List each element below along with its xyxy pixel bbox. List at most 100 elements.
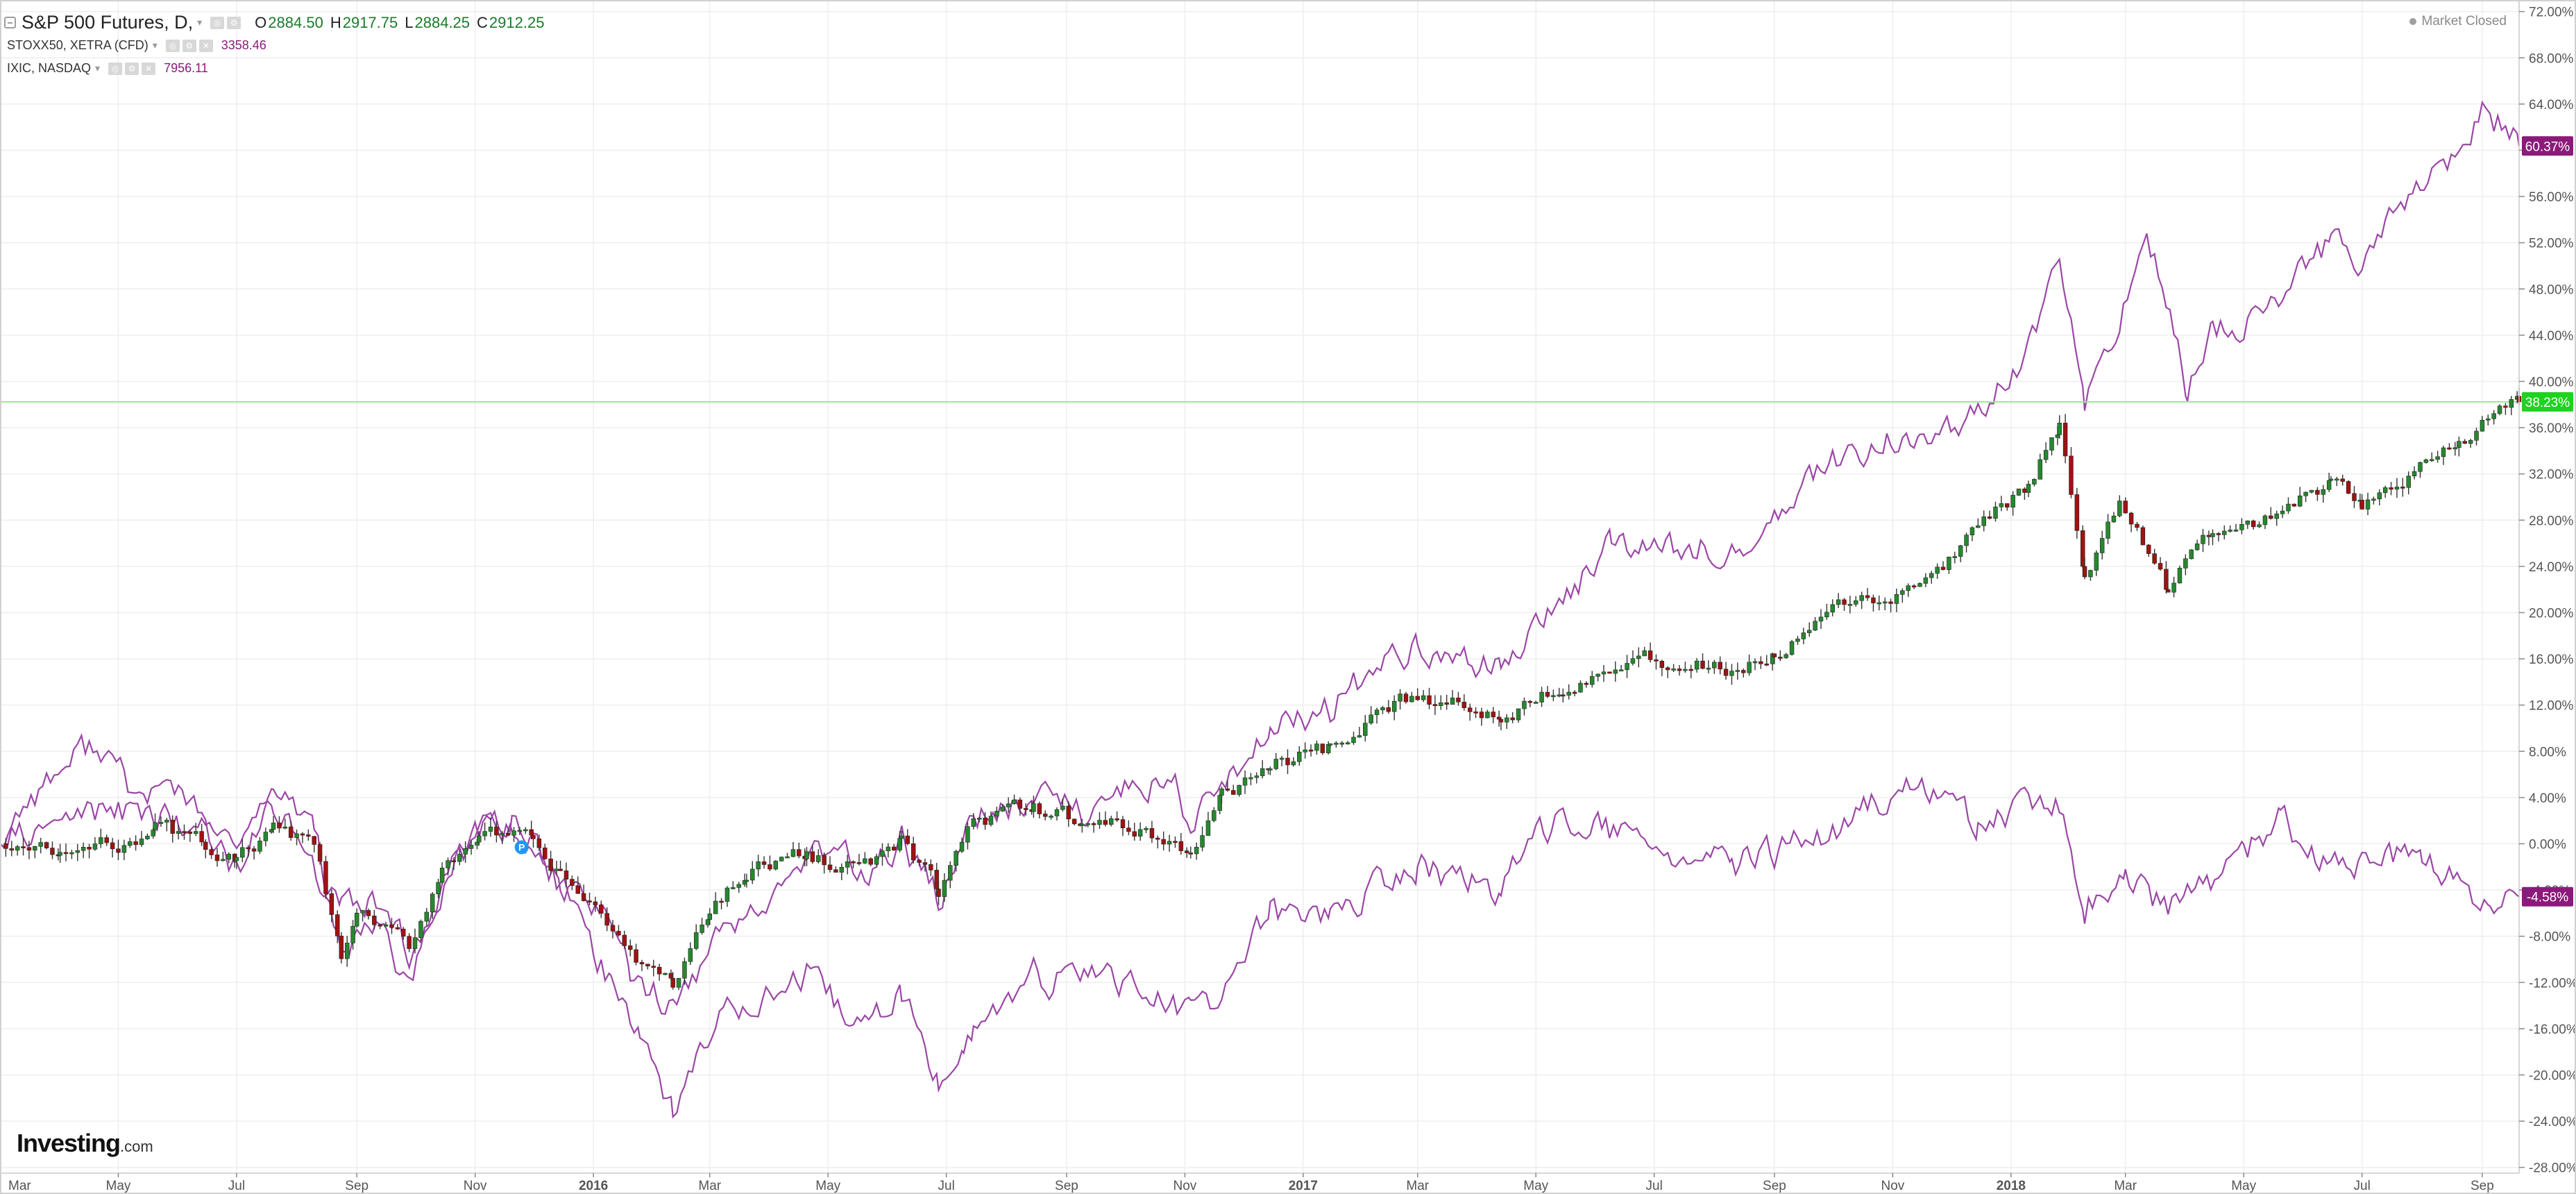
chevron-down-icon[interactable]: ▾ <box>152 40 158 51</box>
market-status-label: Market Closed <box>2421 14 2507 28</box>
remove-series-icon[interactable]: ✕ <box>198 39 213 52</box>
chevron-down-icon[interactable]: ▾ <box>197 17 203 28</box>
candle-body <box>1273 759 1278 769</box>
candle-body <box>1935 566 1940 574</box>
candle-body <box>2400 487 2405 489</box>
candle-body <box>948 865 953 881</box>
candle-body <box>1308 749 1314 752</box>
candle-body <box>1929 573 1934 578</box>
candle-body <box>2022 488 2027 493</box>
candle-body <box>1952 556 1958 558</box>
candle-body <box>1683 669 1688 671</box>
candle-body <box>1533 702 1539 704</box>
settings-icon[interactable]: ⚙ <box>227 16 242 29</box>
x-tick-label: Nov <box>464 1179 487 1193</box>
candle-body <box>282 826 288 829</box>
candle-body <box>203 841 208 850</box>
x-tick-label: May <box>106 1179 131 1193</box>
candle-body <box>1303 749 1307 752</box>
candle-body <box>1801 632 1806 639</box>
hide-series-icon[interactable]: ◎ <box>210 16 225 29</box>
x-tick-label: Mar <box>8 1179 31 1193</box>
y-tick-label: 0.00% <box>2529 837 2566 852</box>
candle-body <box>1205 820 1211 836</box>
candle-body <box>1900 590 1905 595</box>
candle-body <box>1328 743 1333 746</box>
candle-body <box>1006 803 1011 807</box>
candle-body <box>2016 488 2022 496</box>
candle-body <box>1947 557 1951 570</box>
candle-body <box>2346 481 2351 494</box>
candle-body <box>366 910 371 916</box>
candle-body <box>199 831 204 843</box>
hide-series-icon[interactable]: ◎ <box>165 39 180 52</box>
candle-body <box>389 924 394 928</box>
candle-body <box>151 830 155 836</box>
candle-body <box>1091 823 1096 825</box>
candle-body <box>33 846 37 851</box>
candle-body <box>1551 695 1556 698</box>
candle-body <box>2474 430 2479 441</box>
y-tick-label: 12.00% <box>2529 699 2574 714</box>
candle-body <box>2216 533 2221 535</box>
overlay-symbol-stoxx[interactable]: STOXX50, XETRA (CFD) <box>7 38 149 52</box>
candle-body <box>1334 743 1339 745</box>
candle-body <box>886 846 891 851</box>
candle-body <box>1285 757 1290 766</box>
hide-series-icon[interactable]: ◎ <box>108 62 123 75</box>
candle-body <box>983 818 988 825</box>
candle-body <box>1595 673 1600 677</box>
remove-series-icon[interactable]: ✕ <box>142 62 156 75</box>
candle-body <box>1561 694 1566 697</box>
candle-body <box>622 934 627 946</box>
candle-body <box>1439 702 1443 706</box>
settings-icon[interactable]: ⚙ <box>125 62 139 75</box>
status-dot-icon <box>2409 18 2416 25</box>
candle-body <box>2286 503 2291 512</box>
event-marker-icon[interactable] <box>514 840 529 855</box>
candle-body <box>2509 399 2514 408</box>
candle-body <box>827 864 833 871</box>
overlay-symbol-ixic[interactable]: IXIC, NASDAQ <box>7 61 92 75</box>
candle-body <box>1854 600 1858 605</box>
open-label: O <box>255 13 267 31</box>
candle-body <box>797 849 802 857</box>
candle-body <box>822 855 827 866</box>
candle-body <box>44 842 49 848</box>
candle-body <box>1642 650 1647 657</box>
settings-icon[interactable]: ⚙ <box>182 39 196 52</box>
candle-body <box>2128 512 2134 525</box>
candle-body <box>910 843 916 861</box>
candle-body <box>934 870 939 889</box>
y-tick-label: 72.00% <box>2529 6 2574 20</box>
candle-body <box>1694 660 1700 670</box>
candle-body <box>1647 650 1653 660</box>
candle-body <box>164 820 169 823</box>
candle-body <box>1097 820 1102 825</box>
main-symbol-label[interactable]: S&P 500 Futures, D, <box>22 12 194 33</box>
candle-body <box>688 948 693 962</box>
candle-body <box>1783 654 1788 658</box>
candle-body <box>2049 437 2054 451</box>
candle-body <box>1060 805 1065 810</box>
candle-body <box>2228 530 2232 532</box>
candle-body <box>1444 702 1449 705</box>
candle-body <box>2315 489 2320 495</box>
candle-body <box>897 838 902 850</box>
candle-body <box>899 835 904 839</box>
candle-body <box>476 835 482 843</box>
candle-body <box>2406 476 2411 488</box>
candle-body <box>323 861 328 894</box>
candle-body <box>344 943 350 959</box>
chevron-down-icon[interactable]: ▾ <box>95 62 101 74</box>
collapse-legend-icon[interactable] <box>4 17 16 28</box>
candle-body <box>1578 682 1583 693</box>
candle-body <box>170 820 175 834</box>
y-tick-label: 24.00% <box>2529 560 2574 575</box>
candle-body <box>1824 612 1829 618</box>
candle-body <box>1625 663 1629 671</box>
candle-body <box>1969 527 1975 535</box>
candle-body <box>306 834 311 837</box>
